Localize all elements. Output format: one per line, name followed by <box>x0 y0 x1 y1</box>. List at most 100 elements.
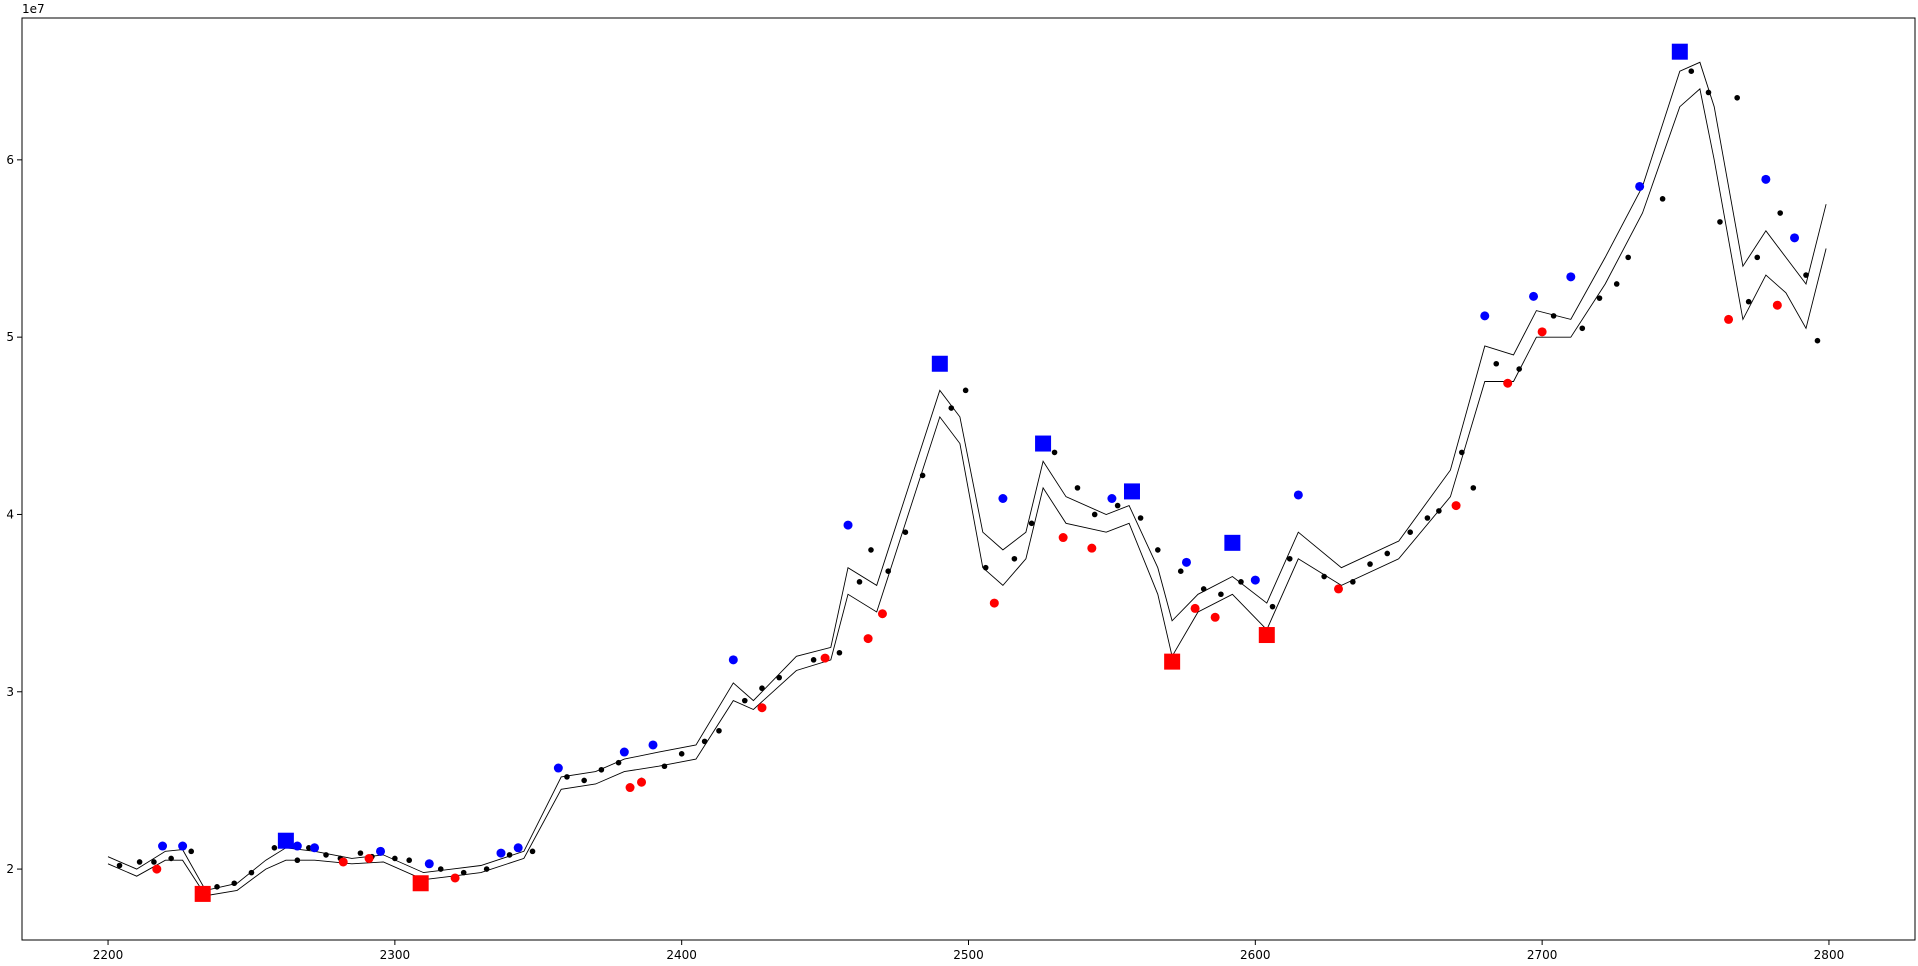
peak-point <box>1761 174 1771 184</box>
small-point <box>836 649 843 656</box>
small-point <box>1803 272 1809 278</box>
trough-point <box>757 703 767 713</box>
trough-point <box>450 873 460 883</box>
small-point <box>741 697 748 704</box>
x-tick-label: 2800 <box>1814 948 1845 962</box>
small-point <box>1321 573 1327 580</box>
trough-point <box>989 598 999 608</box>
major-trough-points <box>194 627 1275 902</box>
small-point <box>306 845 312 851</box>
small-point <box>868 547 874 553</box>
small-point <box>962 387 969 394</box>
peak-point <box>1566 272 1576 282</box>
small-point <box>1705 89 1712 96</box>
peak-points <box>158 174 1800 869</box>
major-trough-marker <box>1258 627 1275 644</box>
series-lines <box>107 61 1827 897</box>
y-axis: 2 3 4 5 6 <box>6 153 22 876</box>
trough-point <box>1537 327 1547 337</box>
major-peak-marker <box>277 832 294 849</box>
small-point <box>1424 515 1431 521</box>
small-point <box>1777 210 1783 216</box>
small-point <box>948 405 955 411</box>
peak-point <box>292 841 302 851</box>
small-point <box>1717 219 1723 225</box>
small-point <box>1579 325 1586 332</box>
small-point <box>1384 550 1391 557</box>
trough-point <box>1451 501 1461 511</box>
peak-point <box>1790 233 1800 243</box>
axes-frame <box>21 17 1916 941</box>
small-point <box>1596 295 1603 301</box>
small-point <box>902 529 909 535</box>
small-point <box>661 763 668 770</box>
small-point <box>1625 254 1631 261</box>
peak-point <box>1293 490 1303 500</box>
small-point <box>1550 313 1557 319</box>
peak-point <box>158 841 168 851</box>
major-trough-marker <box>194 885 211 902</box>
y-tick-label: 3 <box>6 685 14 699</box>
small-point <box>615 759 622 766</box>
trough-point <box>364 853 374 863</box>
x-tick-label: 2500 <box>953 948 984 962</box>
small-point <box>598 766 605 773</box>
small-point <box>1814 337 1821 344</box>
peak-point <box>376 846 386 856</box>
small-point <box>1011 555 1018 562</box>
small-point <box>392 855 398 862</box>
trough-point <box>877 609 887 619</box>
small-point <box>1051 449 1058 456</box>
series-line-2 <box>107 88 1827 897</box>
small-point <box>1114 502 1121 509</box>
small-point <box>116 862 123 869</box>
trough-point <box>1190 603 1200 613</box>
small-point <box>701 738 708 745</box>
peak-point <box>843 520 853 530</box>
small-point <box>1155 547 1161 553</box>
small-point <box>437 866 444 872</box>
small-point <box>1754 254 1761 261</box>
small-point <box>151 859 157 865</box>
small-point <box>564 774 570 780</box>
small-point <box>231 880 238 887</box>
peak-point <box>1107 494 1117 504</box>
peak-point <box>619 747 629 757</box>
small-point <box>1436 508 1442 514</box>
major-peak-points <box>277 43 1688 849</box>
small-point <box>248 869 255 876</box>
peak-point <box>1181 557 1191 567</box>
x-tick-label: 2400 <box>666 948 697 962</box>
peak-point <box>178 841 188 851</box>
small-point <box>982 564 989 571</box>
small-point <box>1350 579 1356 585</box>
small-point <box>856 579 863 585</box>
trough-point <box>338 857 348 867</box>
trough-point <box>1087 543 1097 553</box>
small-point <box>506 852 513 858</box>
small-point <box>1407 529 1413 535</box>
peak-point <box>1250 575 1260 585</box>
small-point <box>357 850 364 856</box>
x-tick-label: 2600 <box>1240 948 1271 962</box>
peak-point <box>496 848 506 858</box>
small-point <box>759 685 765 692</box>
small-point <box>214 884 220 890</box>
x-tick-label: 2300 <box>380 948 411 962</box>
small-point <box>1177 568 1184 574</box>
small-point <box>581 777 587 784</box>
small-point <box>168 855 174 862</box>
major-peak-marker <box>931 355 948 372</box>
peak-point <box>998 494 1008 504</box>
plot-area <box>21 17 1916 941</box>
small-point <box>919 472 926 479</box>
small-point <box>1367 561 1373 567</box>
y-tick-label: 5 <box>6 330 14 344</box>
small-point <box>406 857 413 864</box>
peak-point <box>648 740 658 750</box>
trough-points <box>152 300 1782 883</box>
small-point <box>1137 515 1144 521</box>
small-point <box>1659 196 1666 202</box>
peak-point <box>1529 291 1539 301</box>
